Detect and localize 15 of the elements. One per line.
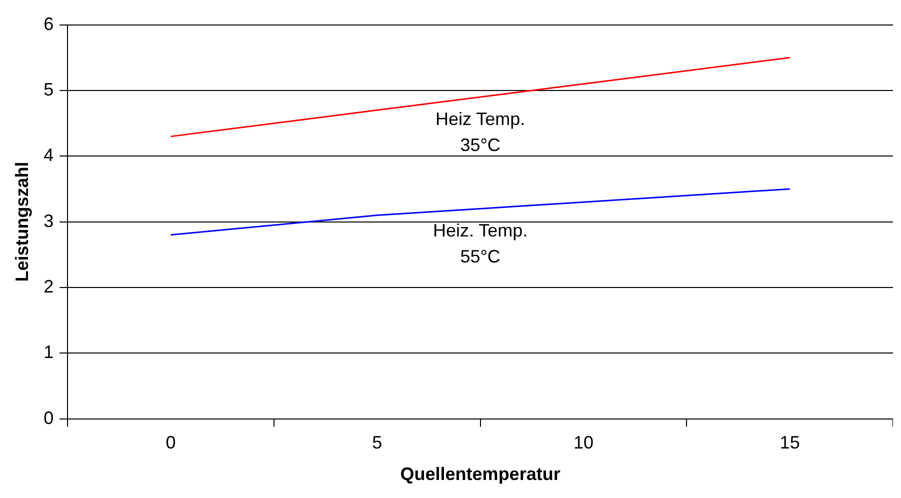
y-axis-title: Leistungszahl: [12, 162, 32, 282]
x-tick-label: 5: [372, 432, 382, 453]
series-label: Heiz. Temp. 55°C: [432, 220, 528, 267]
y-tick-label: 2: [44, 276, 54, 296]
y-tick-label: 4: [44, 145, 54, 166]
y-tick-label: 3: [44, 210, 54, 231]
y-tick-label: 5: [44, 79, 54, 100]
x-tick-label: 0: [166, 432, 176, 453]
y-tick-label: 1: [44, 342, 54, 362]
x-tick-label: 15: [780, 432, 800, 453]
y-tick-label: 0: [44, 408, 54, 428]
y-tick-label: 6: [44, 14, 54, 34]
x-tick-label: 10: [573, 432, 594, 453]
series-label: Heiz Temp. 35°C: [435, 109, 526, 156]
x-axis-title: Quellentemperatur: [400, 464, 560, 484]
